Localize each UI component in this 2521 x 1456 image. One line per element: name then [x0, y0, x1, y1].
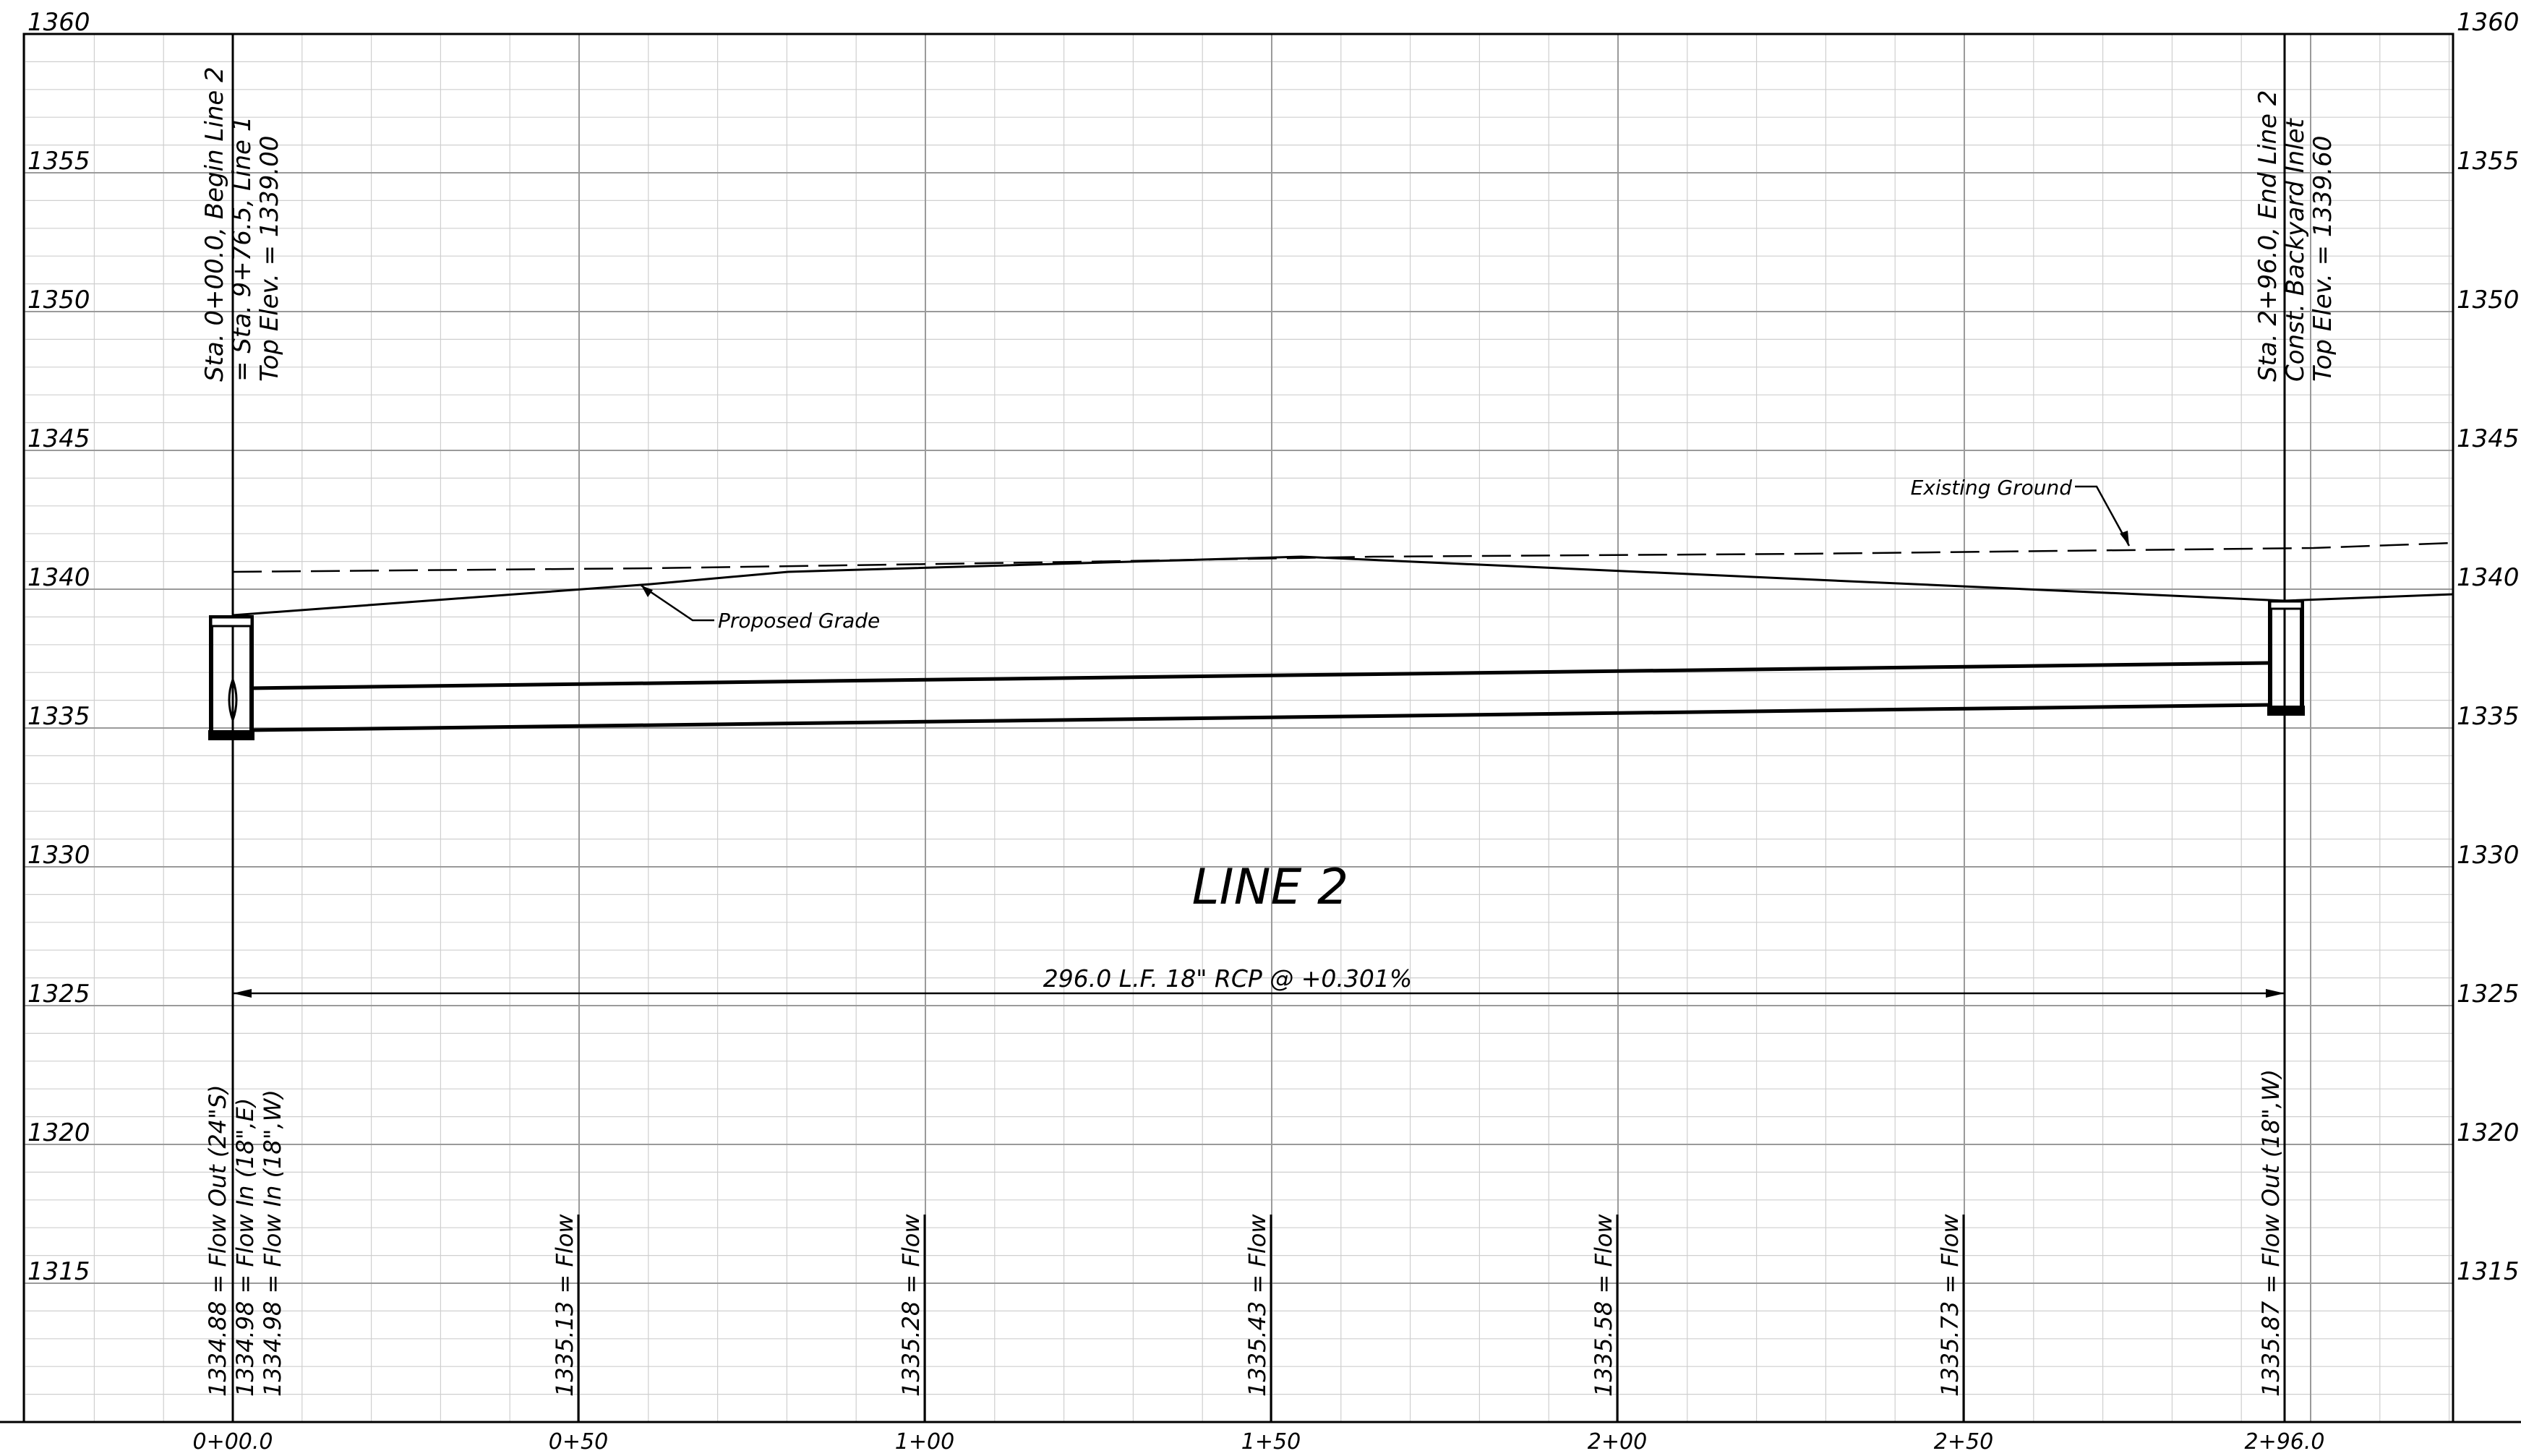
elevation-label: 1320 — [27, 1118, 90, 1147]
profile-title: LINE 2 — [1192, 859, 1349, 916]
elevation-label: 1360 — [27, 8, 90, 37]
station-label: 1+00 — [895, 1429, 954, 1455]
flowline-labels: 1334.88 = Flow Out (24"S) 1334.98 = Flow… — [204, 1069, 2285, 1397]
pipe-bottom-line — [249, 703, 2271, 732]
flowline-label: 1335.43 = Flow — [1244, 1214, 1271, 1397]
proposed-grade-callout: Proposed Grade — [641, 584, 880, 633]
elevation-label: 1315 — [2457, 1257, 2520, 1286]
elevation-label: 1330 — [27, 841, 90, 870]
flowline-label: 1335.13 = Flow — [551, 1214, 578, 1397]
station-label: 2+96.0 — [2244, 1429, 2324, 1455]
elevation-label: 1340 — [27, 563, 90, 592]
elevation-label: 1315 — [27, 1257, 90, 1286]
flowline-label: 1335.87 = Flow Out (18",W) — [2257, 1069, 2285, 1397]
elevation-label: 1325 — [2457, 980, 2520, 1009]
station-label: 1+50 — [1241, 1429, 1301, 1455]
elevation-label: 1355 — [27, 147, 90, 176]
flowline-label: 1334.98 = Flow In (18",E) — [231, 1098, 259, 1397]
start-manhole — [208, 615, 254, 740]
flowline-ticks — [577, 1215, 1965, 1422]
end-inlet — [2267, 600, 2305, 716]
end-note-line2: Const. Backyard Inlet — [2281, 117, 2310, 382]
elevation-labels-left: 1360 1355 1350 1345 1340 1335 1330 1325 … — [27, 8, 90, 1286]
start-note-line1: Sta. 0+00.0, Begin Line 2 — [200, 67, 229, 382]
pipe-dimension: 296.0 L.F. 18" RCP @ +0.301% — [233, 964, 2285, 998]
elevation-label: 1345 — [27, 424, 90, 453]
flowline-label: 1335.28 = Flow — [897, 1214, 925, 1397]
elevation-label: 1340 — [2457, 563, 2520, 592]
flowline-label: 1335.73 = Flow — [1936, 1214, 1964, 1397]
station-label: 2+00 — [1588, 1429, 1647, 1455]
station-label: 0+00.0 — [192, 1429, 273, 1455]
existing-ground-callout: Existing Ground — [1911, 476, 2131, 547]
flowline-label: 1334.88 = Flow Out (24"S) — [204, 1084, 231, 1397]
elevation-label: 1325 — [27, 980, 90, 1009]
elevation-label: 1320 — [2457, 1118, 2520, 1147]
end-structure-note: Sta. 2+96.0, End Line 2 Const. Backyard … — [2254, 90, 2337, 382]
start-structure-note: Sta. 0+00.0, Begin Line 2 = Sta. 9+76.5,… — [200, 67, 284, 382]
pipe-note: 296.0 L.F. 18" RCP @ +0.301% — [1043, 964, 1413, 993]
proposed-grade-label: Proposed Grade — [718, 609, 880, 633]
elevation-label: 1345 — [2457, 424, 2520, 453]
minor-grid — [24, 34, 2453, 1422]
flowline-label: 1335.58 = Flow — [1590, 1214, 1617, 1397]
pipe-top-line — [249, 661, 2271, 690]
elevation-label: 1335 — [27, 702, 90, 731]
elevation-labels-right: 1360 1355 1350 1345 1340 1335 1330 1325 … — [2457, 8, 2520, 1286]
elevation-label: 1360 — [2457, 8, 2520, 37]
station-label: 2+50 — [1934, 1429, 1993, 1455]
elevation-label: 1350 — [2457, 286, 2520, 314]
elevation-label: 1335 — [2457, 702, 2520, 731]
flowline-label: 1334.98 = Flow In (18",W) — [259, 1089, 286, 1397]
existing-ground-label: Existing Ground — [1911, 476, 2073, 500]
end-note-line1: Sta. 2+96.0, End Line 2 — [2254, 90, 2282, 382]
elevation-label: 1350 — [27, 286, 90, 314]
start-note-line3: Top Elev. = 1339.00 — [255, 136, 284, 382]
end-note-line3: Top Elev. = 1339.60 — [2308, 136, 2337, 382]
elevation-label: 1330 — [2457, 841, 2520, 870]
existing-ground-line — [232, 541, 2454, 573]
start-note-line2: = Sta. 9+76.5, Line 1 — [228, 116, 257, 382]
station-label: 0+50 — [549, 1429, 608, 1455]
proposed-grade-line — [232, 555, 2454, 617]
elevation-label: 1355 — [2457, 147, 2520, 176]
station-labels: 0+00.0 0+50 1+00 1+50 2+00 2+50 2+96.0 — [192, 1429, 2324, 1455]
